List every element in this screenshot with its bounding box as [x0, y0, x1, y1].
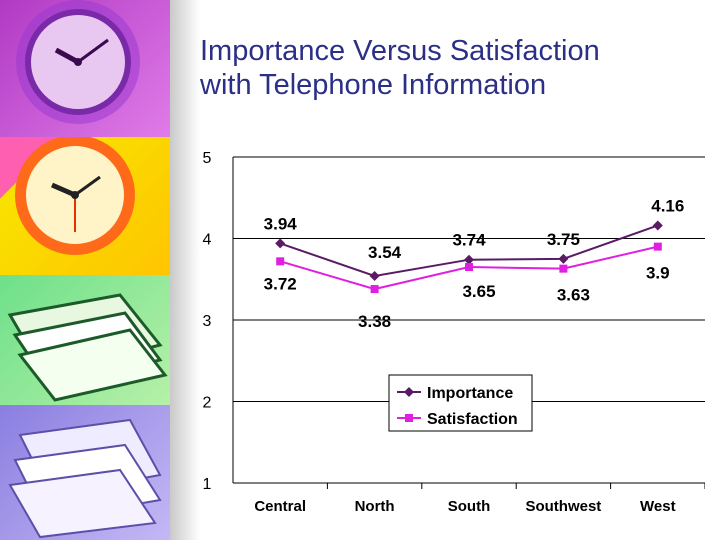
x-tick-label-south: South	[448, 498, 491, 515]
x-tick-label-north: North	[355, 498, 395, 515]
data-label-satisfaction-west: 3.9	[646, 264, 670, 283]
legend-label-satisfaction: Satisfaction	[427, 411, 518, 428]
point-satisfaction-south	[465, 263, 473, 272]
point-importance-central	[275, 238, 286, 249]
title-line-2: with Telephone Information	[200, 69, 547, 101]
x-tick-label-central: Central	[254, 498, 306, 515]
line-chart: 1 2 3 4 5 Central North South Southwest West 3.94 3…	[203, 150, 705, 515]
point-satisfaction-central	[276, 257, 285, 266]
legend-marker-importance	[404, 387, 414, 397]
data-label-satisfaction-central: 3.72	[264, 274, 297, 293]
data-label-importance-central: 3.94	[264, 214, 298, 233]
point-satisfaction-southwest	[559, 264, 568, 273]
data-label-satisfaction-south: 3.65	[462, 282, 495, 301]
point-importance-south	[464, 254, 474, 265]
books-icon	[7, 293, 168, 402]
legend-marker-satisfaction	[405, 414, 413, 422]
purple-clock-panel	[0, 0, 170, 137]
point-satisfaction-north	[370, 285, 379, 294]
papers-icon	[8, 418, 162, 539]
green-books-panel	[0, 275, 170, 405]
title-line-1: Importance Versus Satisfaction	[200, 35, 600, 67]
point-importance-north	[369, 270, 380, 281]
y-tick-label-2: 2	[203, 395, 212, 412]
decorative-sidebar	[0, 0, 170, 540]
data-label-satisfaction-southwest: 3.63	[557, 286, 590, 305]
orange-clock-icon	[15, 137, 135, 255]
data-label-importance-south: 3.74	[452, 231, 486, 250]
data-label-importance-north: 3.54	[368, 243, 402, 262]
legend-label-importance: Importance	[427, 385, 513, 402]
purple-clock-icon	[16, 0, 140, 124]
data-label-importance-southwest: 3.75	[547, 230, 580, 249]
data-label-importance-west: 4.16	[651, 196, 684, 215]
y-tick-label-5: 5	[203, 150, 212, 167]
x-tick-label-west: West	[640, 498, 676, 515]
y-tick-label-4: 4	[203, 232, 212, 249]
point-importance-west	[652, 220, 663, 231]
slide-title: Importance Versus Satisfaction with Tele…	[200, 34, 700, 102]
point-importance-southwest	[558, 253, 569, 264]
data-label-satisfaction-north: 3.38	[358, 312, 391, 331]
sidebar-fade	[170, 0, 200, 540]
orange-clock-panel	[0, 137, 170, 275]
point-satisfaction-west	[653, 242, 662, 251]
lavender-papers-panel	[0, 405, 170, 540]
x-tick-label-southwest: Southwest	[525, 498, 601, 515]
y-tick-label-3: 3	[203, 313, 212, 330]
y-tick-label-1: 1	[203, 476, 212, 493]
